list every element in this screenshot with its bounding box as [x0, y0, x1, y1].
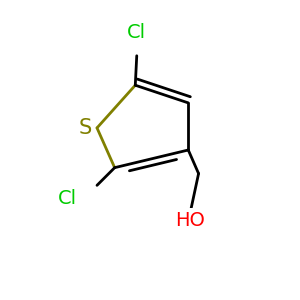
Text: S: S	[79, 118, 92, 138]
Text: HO: HO	[175, 211, 205, 230]
Text: Cl: Cl	[127, 23, 146, 42]
Text: Cl: Cl	[58, 189, 77, 208]
